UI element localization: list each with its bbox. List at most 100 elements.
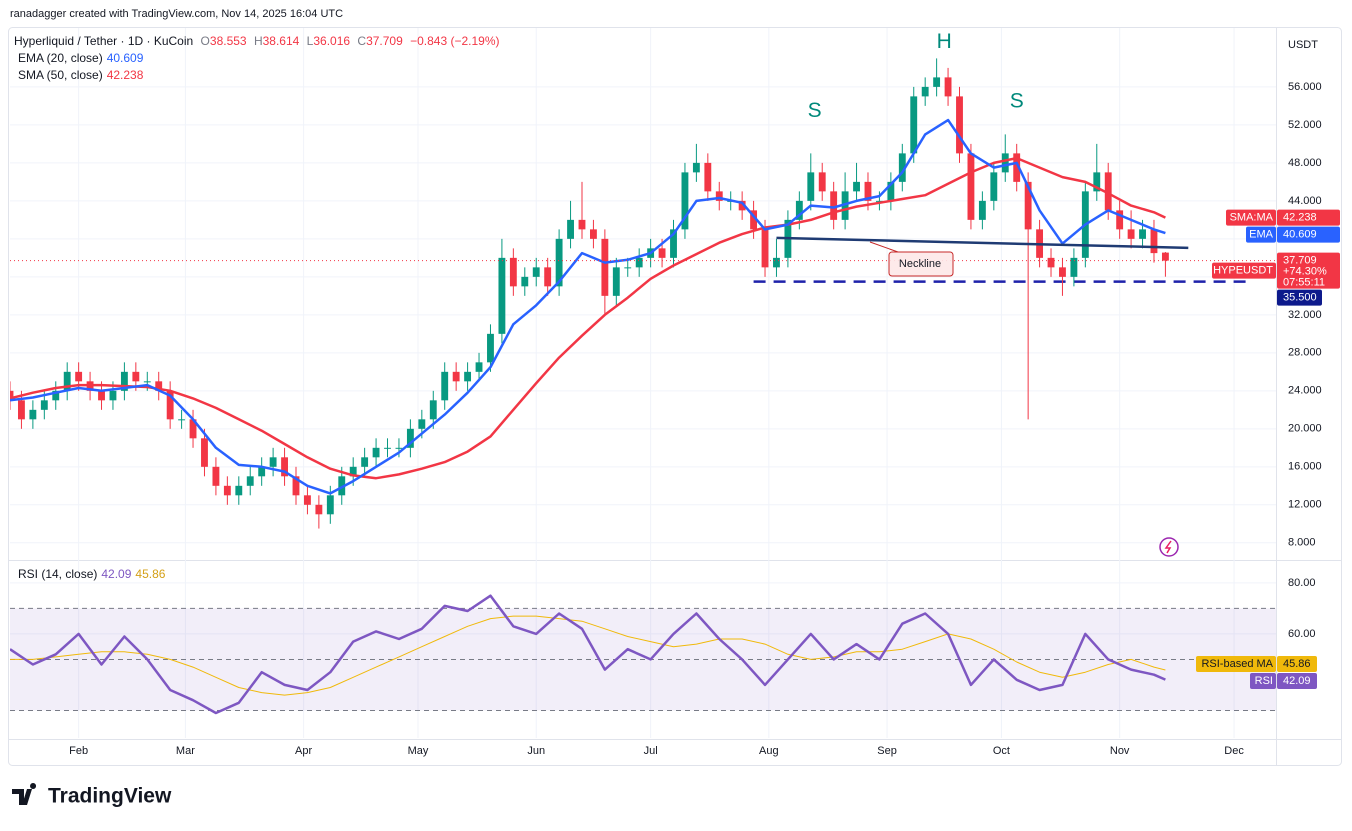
sma-box: [1277, 209, 1340, 226]
x-tick-label: Sep: [877, 745, 897, 757]
y-tick-label: 52.000: [1288, 119, 1322, 131]
logo: TradingView: [12, 783, 172, 808]
candle-body: [990, 172, 998, 201]
series-line: [10, 615, 1166, 696]
x-tick-label: May: [408, 745, 429, 757]
y-tick-label: 24.000: [1288, 385, 1322, 397]
candle-body: [589, 229, 597, 239]
candle-body: [178, 419, 186, 421]
candle-body: [1001, 153, 1009, 173]
candle-body: [1116, 210, 1124, 230]
candle-body: [315, 504, 323, 515]
candle-body: [487, 333, 494, 363]
candle-body: [201, 438, 208, 467]
ohlc-value: 36.016: [313, 34, 350, 48]
candle-body: [475, 362, 483, 372]
labels: 8.000 12.000 16.000 20.000 24.000 28.000 32.00…: [69, 30, 1340, 757]
candle-body: [910, 96, 918, 154]
candle-body: [429, 400, 437, 420]
y-tick-label: 20.000: [1288, 423, 1322, 435]
candle-body: [1104, 172, 1112, 211]
candle-body: [555, 238, 563, 287]
candle-body: [864, 181, 872, 201]
last-price-tag-label: HYPEUSDT: [1213, 265, 1273, 277]
candle-body: [578, 219, 586, 230]
candle-body: [349, 466, 357, 477]
candle-body: [10, 390, 14, 401]
candle-body: [212, 466, 220, 486]
y-tick-label: 8.000: [1288, 537, 1316, 549]
ema-name: EMA (20, close): [18, 51, 103, 65]
last-price-value: +74.30%: [1283, 266, 1327, 278]
candle-body: [1150, 229, 1158, 254]
candle-body: [567, 219, 574, 239]
candle-body: [452, 371, 460, 382]
candle-body: [258, 466, 266, 477]
x-tick-label: Dec: [1224, 745, 1244, 757]
candle-body: [795, 200, 803, 220]
candle-body: [624, 267, 632, 269]
candle-body: [1127, 229, 1135, 239]
candle-body: [361, 457, 369, 467]
x-tick-label: Nov: [1110, 745, 1130, 757]
candle-body: [544, 267, 552, 287]
sma-legend: SMA (50, close) 42.238: [18, 68, 144, 82]
candle-body: [704, 162, 712, 192]
ohlc-key: O: [201, 34, 210, 48]
candle-body: [75, 371, 83, 382]
candle-body: [773, 257, 780, 268]
candle-body: [818, 172, 826, 192]
last-price-value: 07:55:11: [1283, 277, 1325, 289]
candle-body: [887, 181, 895, 201]
candle-body: [807, 172, 815, 201]
candle-body: [750, 210, 758, 230]
change: −0.843 (−2.19%): [410, 34, 499, 48]
x-tick-label: Jun: [527, 745, 545, 757]
candle-body: [635, 257, 643, 268]
candle-body: [120, 371, 128, 391]
x-tick-label: Feb: [69, 745, 88, 757]
attribution: ranadagger created with TradingView.com,…: [10, 8, 343, 20]
y-tick-label: 48.000: [1288, 157, 1322, 169]
rsi-value-box: [1277, 672, 1317, 689]
candle-body: [40, 400, 48, 410]
candle-body: [738, 200, 746, 211]
candle-body: [304, 495, 311, 505]
candle-body: [956, 96, 963, 154]
rsi-tag: [1250, 672, 1276, 689]
rsi-title: RSI (14, close): [18, 567, 97, 581]
y-tick-label: 32.000: [1288, 309, 1322, 321]
y-tick-label: 56.000: [1288, 81, 1322, 93]
x-tick-label: Oct: [993, 745, 1010, 757]
candle-body: [715, 191, 723, 201]
rsi-tag: [1196, 655, 1276, 672]
candle-body: [63, 371, 71, 391]
sma-value: 42.238: [1283, 212, 1317, 224]
support-label: 35.500: [1283, 292, 1317, 304]
candle-body: [532, 267, 540, 277]
candle-body: [601, 238, 609, 296]
y-tick-label: 60.00: [1288, 628, 1316, 640]
ohlc-value: 38.553: [210, 34, 247, 48]
x-tick-label: Aug: [759, 745, 779, 757]
candle-body: [1059, 267, 1066, 277]
candle-body: [246, 476, 254, 486]
rsi-pane: [10, 594, 1276, 715]
candle-body: [1139, 229, 1146, 239]
candle-body: [338, 476, 346, 496]
ema-legend: EMA (20, close) 40.609: [18, 51, 144, 65]
candle-body: [166, 390, 174, 420]
candle-body: [98, 390, 105, 401]
ohlc-key: H: [254, 34, 263, 48]
candle-body: [875, 200, 883, 202]
y-tick-label: 44.000: [1288, 195, 1322, 207]
y-tick-label: 80.00: [1288, 577, 1316, 589]
candle-body: [612, 267, 620, 296]
candle-body: [441, 371, 449, 401]
candle-body: [1013, 153, 1021, 182]
sma-tag: [1226, 209, 1276, 226]
candle-body: [384, 447, 391, 449]
sma-tag-label: SMA:MA: [1230, 212, 1274, 224]
candle-body: [29, 409, 37, 420]
